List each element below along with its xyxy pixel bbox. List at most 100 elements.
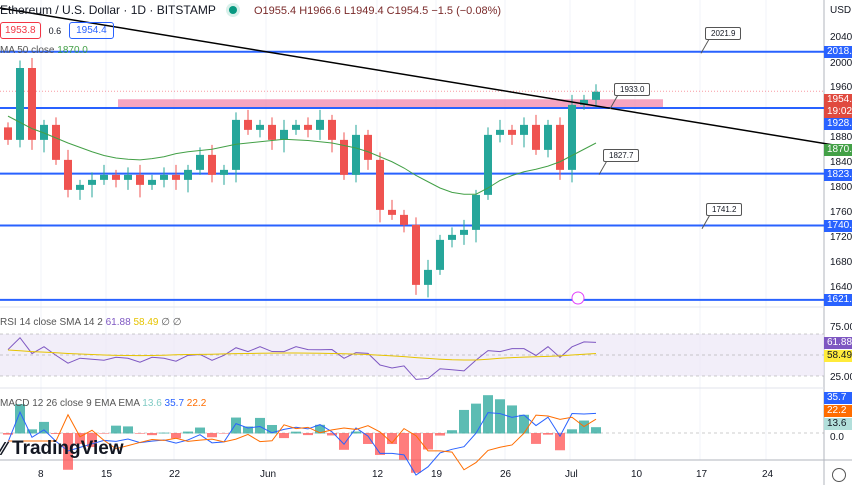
- candle: [496, 129, 504, 135]
- price-tick: 1880.0: [830, 132, 852, 143]
- candle: [400, 214, 408, 225]
- candle: [292, 124, 300, 130]
- time-tick: Jul: [565, 469, 578, 480]
- price-tick: 1680.0: [830, 257, 852, 268]
- time-tick: 22: [169, 469, 181, 480]
- ma-legend[interactable]: MA 50 close 1870.0: [0, 45, 88, 56]
- macd-histogram-bar: [255, 417, 265, 434]
- price-tick: 2000.0: [830, 57, 852, 69]
- candle: [568, 104, 576, 170]
- price-tag: 1870.: [824, 144, 852, 156]
- symbol-legend: Ethereum / U.S. Dollar · 1D · BITSTAMP O…: [0, 3, 501, 17]
- candle: [76, 184, 84, 190]
- time-tick: 26: [500, 469, 512, 480]
- candle: [448, 234, 456, 240]
- candle: [280, 129, 288, 140]
- candle: [328, 119, 336, 140]
- price-tick: 2040.0: [830, 32, 852, 43]
- macd-histogram-bar: [519, 414, 529, 434]
- macd-histogram-bar: [231, 417, 241, 434]
- rsi-line: [7, 337, 597, 380]
- macd-histogram-bar: [327, 433, 337, 436]
- candle: [580, 99, 588, 105]
- price-tick: 1840.0: [830, 157, 852, 168]
- candle: [532, 124, 540, 150]
- macd-histogram-bar: [351, 431, 361, 434]
- macd-histogram-bar: [591, 427, 601, 434]
- macd-histogram-bar: [543, 433, 553, 435]
- candle: [316, 119, 324, 130]
- rsi-tick-25: 25.00: [830, 372, 852, 383]
- macd-histogram-bar: [39, 421, 49, 434]
- macd-histogram-bar: [147, 433, 157, 436]
- callout-pointer: [701, 214, 711, 229]
- macd-histogram-bar: [87, 433, 97, 448]
- macd-histogram-bar: [207, 433, 217, 438]
- macd-histogram-bar: [99, 433, 109, 434]
- macd-histogram-bar: [171, 433, 181, 439]
- macd-histogram-bar: [471, 403, 481, 434]
- price-tag: 2018.: [824, 45, 852, 58]
- callout-pointer: [700, 39, 710, 54]
- candle: [412, 224, 420, 285]
- macd-legend[interactable]: MACD 12 26 close 9 EMA EMA 13.6 35.7 22.…: [0, 398, 207, 409]
- rsi-legend[interactable]: RSI 14 close SMA 14 2 61.88 58.49 ∅ ∅: [0, 317, 182, 328]
- price-tick: 1720.0: [830, 232, 852, 243]
- buy-price-box[interactable]: 1954.4: [69, 22, 114, 39]
- price-callout[interactable]: 2021.9: [705, 27, 742, 41]
- candle: [424, 269, 432, 285]
- macd-tick-0: 0.0: [830, 432, 844, 443]
- symbol-title[interactable]: Ethereum / U.S. Dollar · 1D · BITSTAMP: [0, 3, 216, 17]
- time-tick: 15: [101, 469, 113, 480]
- candle: [592, 91, 600, 100]
- rsi-sma-line: [7, 349, 597, 361]
- candle: [364, 134, 372, 160]
- candle: [112, 174, 120, 180]
- price-tag: 19:02: [824, 106, 852, 118]
- currency-label[interactable]: USD: [830, 5, 852, 16]
- macd-histogram-bar: [423, 433, 433, 450]
- price-callout[interactable]: 1827.7: [603, 148, 640, 162]
- price-tick: 1640.0: [830, 282, 852, 293]
- price-tag: 1823.: [824, 169, 852, 181]
- ma50-line: [7, 115, 597, 195]
- time-tick: 10: [631, 469, 643, 480]
- candle: [100, 174, 108, 180]
- price-callout[interactable]: 1741.2: [706, 202, 743, 216]
- macd-histogram-bar: [159, 432, 169, 434]
- candle: [304, 124, 312, 130]
- rsi-value-tag: 61.88: [824, 337, 852, 349]
- macd-histogram-bar: [27, 429, 37, 434]
- price-callout[interactable]: 1933.0: [614, 82, 651, 96]
- price-tick: 1800.0: [830, 182, 852, 193]
- market-status-icon: [228, 6, 237, 14]
- callout-pointer: [609, 94, 619, 110]
- macd-histogram-bar: [183, 431, 193, 434]
- macd-histogram-bar: [243, 426, 253, 434]
- candle: [556, 124, 564, 170]
- price-tick: 1960.0: [830, 82, 852, 93]
- candle: [460, 229, 468, 235]
- macd-histogram-bar: [303, 433, 313, 436]
- macd-histogram-bar: [555, 433, 565, 451]
- macd-histogram-bar: [339, 433, 349, 450]
- candle: [484, 134, 492, 195]
- macd-histogram-bar: [3, 433, 13, 435]
- candle: [376, 159, 384, 210]
- settings-gear-icon[interactable]: [832, 468, 846, 482]
- macd-histogram-bar: [123, 426, 133, 434]
- time-tick: 12: [372, 469, 384, 480]
- macd-histogram-bar: [567, 429, 577, 434]
- macd-histogram-bar: [219, 433, 229, 434]
- time-tick: Jun: [260, 469, 277, 480]
- candle: [64, 159, 72, 190]
- macd-histogram-bar: [15, 404, 25, 434]
- sell-price-box[interactable]: 1953.8: [0, 22, 41, 39]
- macd-tag: 35.7: [824, 392, 852, 404]
- tradingview-logo[interactable]: ⁄⁄ TradingView: [0, 438, 124, 459]
- candle: [340, 139, 348, 175]
- time-tick: 17: [696, 469, 708, 480]
- candle: [472, 194, 480, 230]
- candle: [88, 179, 96, 185]
